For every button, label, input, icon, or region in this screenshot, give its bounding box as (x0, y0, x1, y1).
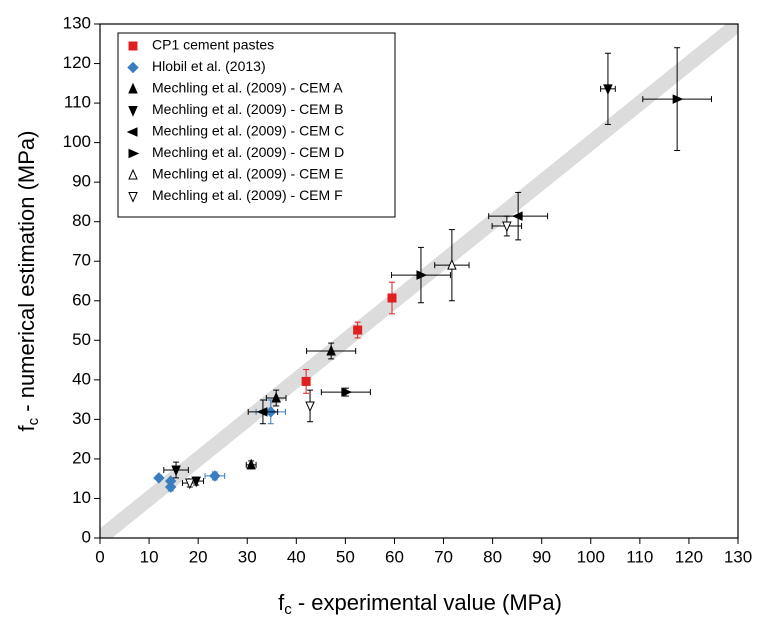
y-tick-label: 30 (72, 409, 91, 428)
y-axis-label: fc - numerical estimation (MPa) (14, 131, 42, 432)
legend-label: Mechling et al. (2009) - CEM D (152, 144, 344, 160)
point (387, 293, 397, 303)
legend-marker (128, 106, 138, 117)
y-tick-label: 10 (72, 488, 91, 507)
point (416, 270, 428, 280)
legend-marker (128, 192, 138, 203)
y-label-rest: - numerical estimation (MPa) (14, 131, 39, 418)
x-tick-label: 0 (95, 547, 104, 566)
point (447, 258, 457, 270)
y-tick-label: 20 (72, 448, 91, 467)
x-tick-label: 20 (189, 547, 208, 566)
legend-label: Mechling et al. (2009) - CEM F (152, 187, 343, 203)
x-tick-label: 110 (626, 547, 653, 566)
y-tick-label: 80 (72, 211, 91, 230)
point (271, 391, 281, 403)
y-tick-label: 0 (82, 527, 91, 546)
y-tick-label: 40 (72, 369, 91, 388)
point (502, 221, 512, 233)
y-tick-label: 90 (72, 172, 91, 191)
legend-marker (128, 168, 138, 180)
plot-area (100, 24, 738, 538)
point (209, 470, 221, 482)
point (326, 344, 336, 356)
legend: CP1 cement pastes Hlobil et al. (2013) Mec… (117, 32, 396, 218)
legend-marker (128, 82, 138, 94)
point (305, 401, 315, 413)
point (353, 325, 363, 335)
point (164, 481, 177, 493)
point (185, 478, 195, 490)
x-tick-label: 50 (336, 547, 355, 566)
legend-label: Mechling et al. (2009) - CEM B (152, 101, 343, 117)
legend-marker (126, 127, 138, 137)
point (603, 84, 613, 96)
y-tick-label: 100 (63, 132, 91, 151)
x-axis-label: fc - experimental value (MPa) (278, 590, 562, 618)
x-tick-label: 70 (434, 547, 453, 566)
legend-label: Mechling et al. (2009) - CEM C (152, 123, 344, 139)
y-tick-label: 60 (72, 290, 91, 309)
x-tick-label: 90 (532, 547, 551, 566)
legend-box (117, 32, 396, 218)
x-tick-label: 60 (385, 547, 404, 566)
x-tick-label: 40 (287, 547, 306, 566)
point (171, 465, 181, 477)
legend-marker (128, 148, 140, 159)
y-tick-label: 110 (64, 93, 91, 112)
x-label-main: f (278, 590, 285, 615)
x-tick-label: 80 (483, 547, 502, 566)
point (246, 458, 256, 470)
y-label-sub: c (25, 417, 42, 425)
plot-frame (99, 23, 739, 539)
x-tick-label: 120 (675, 547, 703, 566)
y-tick-label: 120 (63, 53, 91, 72)
x-tick-label: 100 (577, 547, 605, 566)
point (341, 387, 353, 397)
legend-marker (127, 61, 139, 74)
y-tick-label: 50 (72, 330, 91, 349)
parity-band (100, 24, 738, 538)
x-tick-label: 30 (238, 547, 257, 566)
legend-label: Hlobil et al. (2013) (152, 58, 266, 74)
legend-label: CP1 cement pastes (152, 37, 274, 53)
point (256, 407, 268, 417)
point (511, 211, 523, 221)
x-tick-label: 10 (140, 547, 159, 566)
point (301, 376, 311, 386)
legend-marker (128, 41, 138, 51)
y-tick-label: 70 (72, 251, 91, 270)
legend-label: Mechling et al. (2009) - CEM A (152, 80, 343, 96)
legend-label: Mechling et al. (2009) - CEM E (152, 166, 343, 182)
point (672, 94, 684, 104)
point (153, 472, 165, 484)
x-label-sub: c (284, 601, 292, 618)
y-label-main: f (14, 424, 39, 431)
x-label-rest: - experimental value (MPa) (292, 590, 562, 615)
y-tick-label: 130 (63, 13, 91, 32)
x-tick-label: 130 (724, 547, 752, 566)
